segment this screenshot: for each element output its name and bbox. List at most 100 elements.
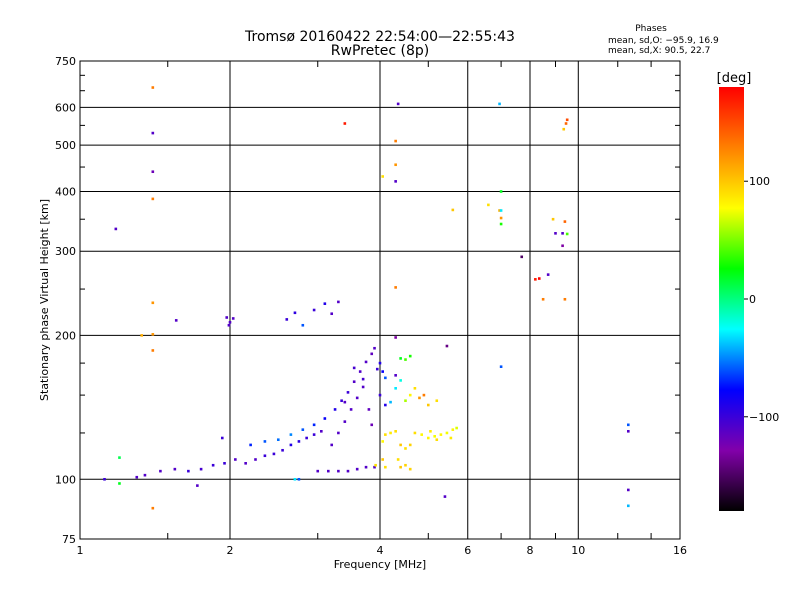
data-point: [118, 482, 121, 485]
x-tick-label: 4: [377, 544, 384, 557]
data-point: [399, 443, 402, 447]
stats-line-o: mean, sd,O: −95.9, 16.9: [608, 36, 719, 46]
colorbar-tick-label: 100: [749, 175, 770, 188]
x-tick-label: 10: [571, 544, 585, 557]
data-point: [541, 297, 545, 301]
x-tick-label: 2: [227, 544, 234, 557]
data-point: [449, 436, 453, 440]
data-point: [135, 475, 139, 479]
data-point: [564, 122, 568, 125]
data-point: [561, 232, 564, 235]
data-point: [343, 400, 347, 404]
grid-lines: [80, 61, 680, 539]
data-point: [554, 232, 557, 235]
data-point: [337, 431, 340, 435]
data-point: [499, 222, 503, 226]
data-point: [375, 367, 379, 371]
data-point: [413, 431, 417, 435]
data-point: [394, 286, 397, 289]
data-point: [399, 465, 402, 469]
data-point: [433, 435, 436, 438]
data-point: [422, 393, 426, 397]
data-point: [140, 334, 144, 337]
data-point: [426, 436, 430, 440]
data-point: [374, 463, 377, 467]
data-point: [151, 131, 155, 135]
data-point: [114, 227, 118, 231]
data-point: [394, 430, 397, 433]
chart-title: Tromsø 20160422 22:54:00—22:55:43: [244, 29, 515, 45]
data-point: [408, 354, 412, 358]
data-point: [361, 385, 365, 389]
data-point: [276, 438, 280, 442]
data-point: [520, 255, 524, 259]
data-point: [293, 311, 297, 315]
data-point: [562, 127, 566, 131]
y-tick-label: 400: [55, 185, 76, 198]
data-point: [546, 273, 550, 276]
data-point: [367, 408, 371, 411]
data-point: [439, 433, 443, 436]
data-point: [340, 399, 343, 403]
data-point: [627, 423, 630, 427]
data-point: [435, 438, 439, 442]
data-point: [381, 370, 384, 373]
data-point: [330, 312, 334, 316]
data-point: [455, 426, 458, 430]
data-point: [151, 333, 155, 336]
data-point: [103, 477, 106, 481]
data-point: [394, 180, 397, 183]
x-axis-label: Frequency [MHz]: [334, 558, 426, 571]
data-point: [404, 463, 407, 467]
data-point: [323, 417, 327, 420]
x-tick-label: 16: [673, 544, 687, 557]
data-point: [355, 467, 359, 471]
data-point: [312, 433, 316, 436]
data-point: [285, 318, 289, 321]
data-point: [305, 436, 308, 440]
data-point: [293, 477, 297, 481]
data-point: [404, 399, 407, 403]
data-point: [281, 448, 284, 452]
data-point: [223, 462, 226, 465]
data-point: [394, 336, 397, 339]
data-point: [627, 430, 630, 433]
data-point: [364, 360, 368, 364]
data-point: [211, 463, 215, 467]
axis-ticks: 1 2 4 6 8 10 16 75 100 200 300 400 500 600 750: [55, 55, 687, 557]
y-tick-label: 200: [55, 329, 76, 342]
data-point: [346, 391, 350, 394]
y-tick-label: 100: [55, 473, 76, 486]
data-point: [381, 175, 384, 178]
data-point: [498, 209, 501, 212]
y-tick-label: 75: [62, 533, 76, 546]
data-point: [373, 465, 376, 469]
data-point: [330, 443, 334, 447]
data-point: [396, 458, 400, 461]
data-point: [249, 443, 252, 447]
colorbar: [719, 87, 744, 511]
data-point: [151, 86, 155, 89]
data-point: [349, 408, 353, 411]
data-point: [396, 102, 400, 106]
data-point: [418, 396, 421, 400]
data-point: [301, 323, 305, 327]
data-point: [565, 118, 569, 122]
data-point: [289, 433, 293, 436]
data-point: [352, 366, 356, 370]
data-point: [563, 297, 567, 301]
data-point: [323, 302, 327, 305]
data-point: [370, 352, 374, 356]
data-point: [404, 358, 407, 361]
data-point: [244, 462, 247, 465]
data-point: [272, 452, 276, 456]
data-point: [316, 469, 320, 473]
y-tick-label: 300: [55, 245, 76, 258]
data-point: [159, 469, 162, 473]
data-point: [443, 495, 447, 498]
data-point: [487, 203, 490, 207]
data-point: [499, 216, 503, 220]
data-point: [196, 484, 199, 487]
data-point: [389, 400, 392, 404]
